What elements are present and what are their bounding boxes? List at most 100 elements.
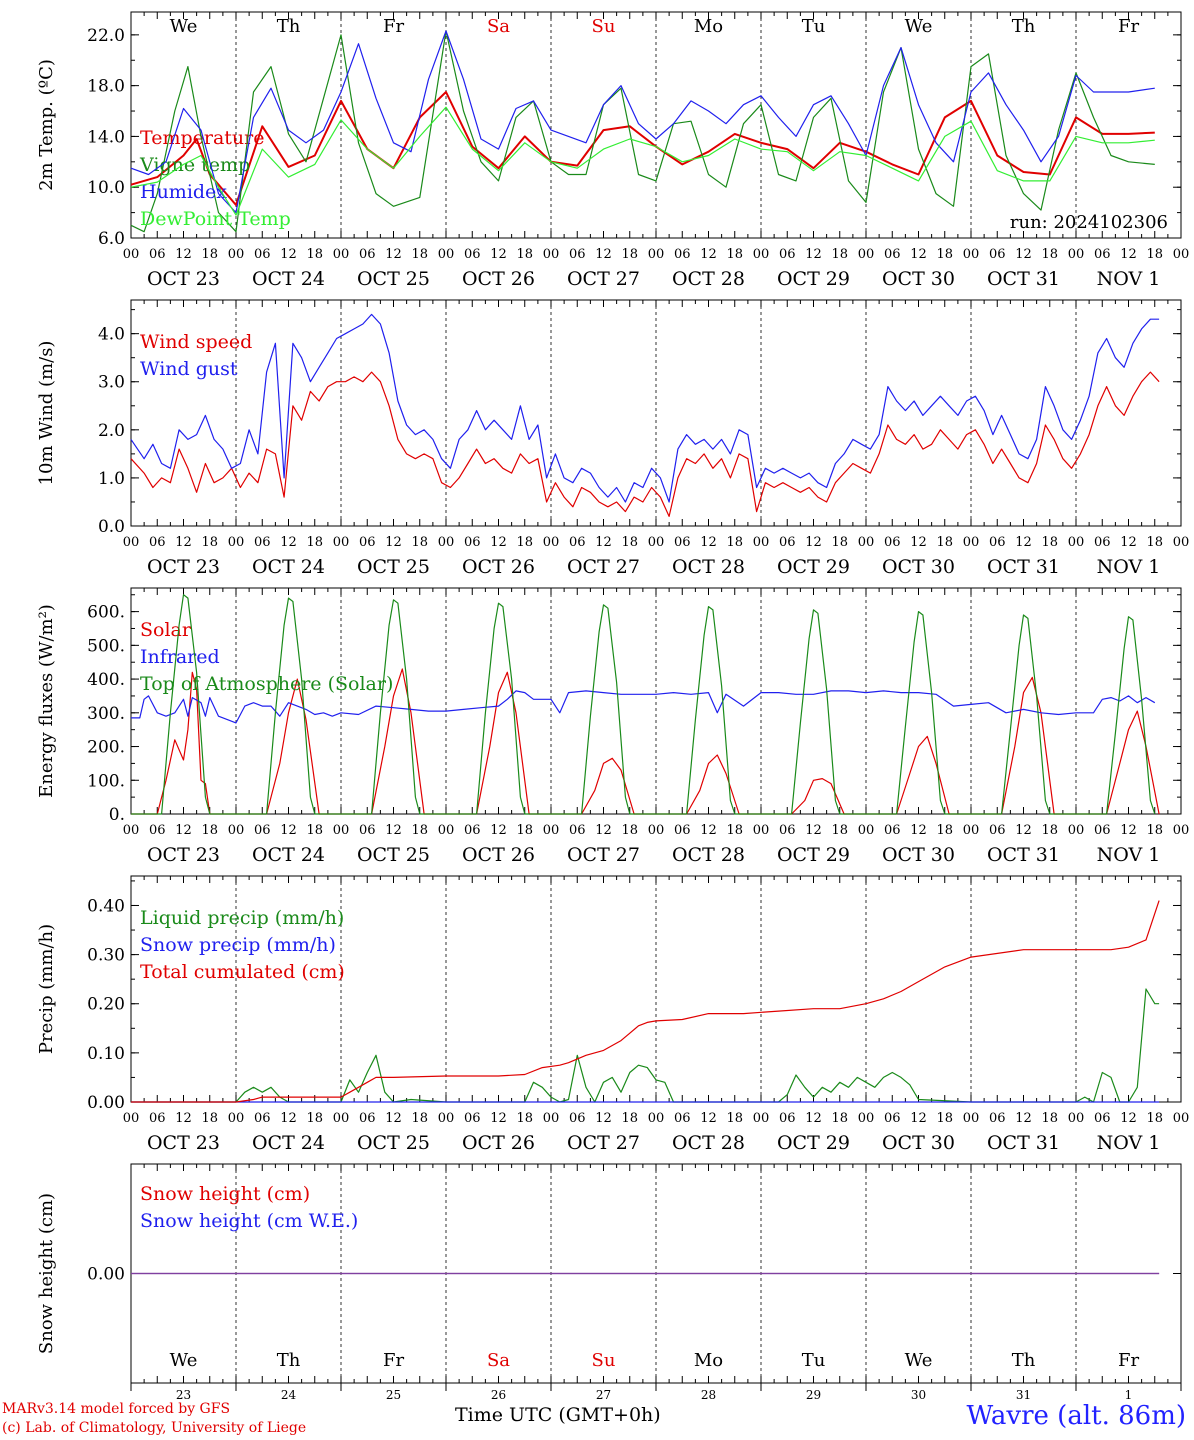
date-label: OCT 30 [882, 1132, 955, 1154]
hour-tick-label: 06 [464, 823, 481, 838]
hour-tick-label: 00 [648, 1111, 665, 1126]
legend-entry: Infrared [140, 646, 220, 668]
series-line [130, 106, 1155, 216]
date-label: OCT 27 [567, 844, 640, 866]
hour-tick-label: 18 [936, 535, 953, 550]
date-label: OCT 27 [567, 1132, 640, 1154]
weekday-label: Fr [383, 16, 404, 37]
legend-entry: Total cumulated (cm) [140, 961, 345, 983]
hour-tick-label: 00 [858, 247, 875, 262]
hour-tick-label: 00 [753, 535, 770, 550]
hour-tick-label: 12 [385, 247, 402, 262]
y-tick-label: 10.0 [87, 178, 125, 198]
date-label: OCT 30 [882, 556, 955, 578]
date-label: OCT 26 [462, 556, 535, 578]
hour-tick-label: 00 [753, 247, 770, 262]
series-line [130, 30, 1155, 233]
hour-tick-label: 06 [779, 535, 796, 550]
y-axis-label: 10m Wind (m/s) [36, 341, 57, 486]
hour-tick-label: 18 [1041, 823, 1058, 838]
date-label: OCT 23 [147, 844, 220, 866]
hour-tick-label: 06 [464, 535, 481, 550]
hour-tick-label: 12 [910, 247, 927, 262]
weekday-label: Fr [1118, 1350, 1139, 1371]
date-label: OCT 25 [357, 268, 430, 290]
hour-tick-label: 12 [175, 247, 192, 262]
hour-tick-label: 00 [963, 1111, 980, 1126]
hour-tick-label: 00 [753, 823, 770, 838]
hour-tick-label: 18 [726, 823, 743, 838]
date-label: OCT 30 [882, 844, 955, 866]
hour-tick-label: 00 [648, 247, 665, 262]
station-name: Wavre (alt. 86m) [966, 1401, 1186, 1431]
hour-tick-label: 06 [569, 823, 586, 838]
hour-tick-label: 12 [175, 535, 192, 550]
y-tick-label: 0. [109, 805, 125, 825]
hour-tick-label: 12 [1120, 823, 1137, 838]
hour-tick-label: 18 [726, 1111, 743, 1126]
hour-tick-label: 18 [306, 1111, 323, 1126]
weekday-label: Th [277, 1350, 301, 1371]
date-label: OCT 24 [252, 844, 325, 866]
hour-tick-label: 00 [963, 823, 980, 838]
legend-entry: Snow height (cm) [140, 1183, 310, 1205]
hour-tick-label: 06 [779, 823, 796, 838]
run-label: run: 2024102306 [1010, 212, 1168, 233]
hour-tick-label: 00 [228, 535, 245, 550]
hour-tick-label: 18 [726, 247, 743, 262]
hour-tick-label: 00 [123, 535, 140, 550]
hour-tick-label: 12 [490, 1111, 507, 1126]
y-tick-label: 1.0 [98, 469, 125, 489]
y-axis-label: Snow height (cm) [36, 1193, 57, 1354]
hour-tick-label: 06 [359, 247, 376, 262]
weekday-label: Sa [487, 16, 510, 37]
weekday-label: Th [1012, 1350, 1036, 1371]
hour-tick-label: 00 [438, 535, 455, 550]
hour-tick-label: 06 [359, 1111, 376, 1126]
series-line [131, 900, 1160, 1103]
snow-height-panel: 0.00 Snow height (cm) Snow height (cm) Snow… [36, 1163, 1182, 1402]
hour-tick-label: 06 [254, 823, 271, 838]
hour-tick-label: 00 [438, 823, 455, 838]
hour-tick-label: 06 [674, 1111, 691, 1126]
date-label: OCT 26 [462, 844, 535, 866]
date-label: NOV 1 [1097, 844, 1161, 866]
y-tick-label: 600. [87, 603, 125, 623]
hour-tick-label: 06 [149, 535, 166, 550]
hour-tick-label: 06 [569, 1111, 586, 1126]
hour-tick-label: 00 [123, 1111, 140, 1126]
hour-tick-label: 18 [1146, 535, 1163, 550]
wind-panel: 0.0 1.0 2.0 3.0 4.0 10m Wind (m/s) Wind speed W… [36, 299, 1189, 578]
legend-entry: Snow height (cm W.E.) [140, 1210, 358, 1232]
hour-tick-label: 00 [963, 247, 980, 262]
hour-tick-label: 06 [1094, 823, 1111, 838]
hour-tick-label: 00 [333, 535, 350, 550]
hour-tick-label: 18 [201, 535, 218, 550]
hour-tick-label: 18 [621, 1111, 638, 1126]
series-line [130, 30, 1155, 214]
hour-tick-label: 00 [543, 247, 560, 262]
hour-tick-label: 18 [306, 535, 323, 550]
date-label: OCT 31 [987, 1132, 1060, 1154]
hour-tick-label: 18 [831, 535, 848, 550]
date-label: NOV 1 [1097, 556, 1161, 578]
series-line [131, 594, 1156, 815]
hour-tick-label: 18 [831, 1111, 848, 1126]
hour-tick-label: 12 [805, 823, 822, 838]
hour-tick-label: 06 [359, 535, 376, 550]
hour-tick-label: 12 [700, 823, 717, 838]
hour-tick-label: 18 [831, 823, 848, 838]
hour-tick-label: 00 [858, 1111, 875, 1126]
hour-tick-label: 18 [831, 247, 848, 262]
legend-entry: Temperature [140, 127, 264, 149]
y-tick-label: 0.20 [87, 995, 125, 1015]
hour-tick-label: 18 [621, 823, 638, 838]
legend-entry: Vigne temp [139, 154, 250, 176]
y-tick-label: 100. [87, 771, 125, 791]
credit-model: MARv3.14 model forced by GFS [2, 1401, 231, 1417]
weekday-label: Fr [383, 1350, 404, 1371]
y-tick-label: 300. [87, 704, 125, 724]
hour-tick-label: 12 [1120, 1111, 1137, 1126]
hour-tick-label: 00 [333, 823, 350, 838]
legend-entry: Snow precip (mm/h) [140, 934, 336, 956]
